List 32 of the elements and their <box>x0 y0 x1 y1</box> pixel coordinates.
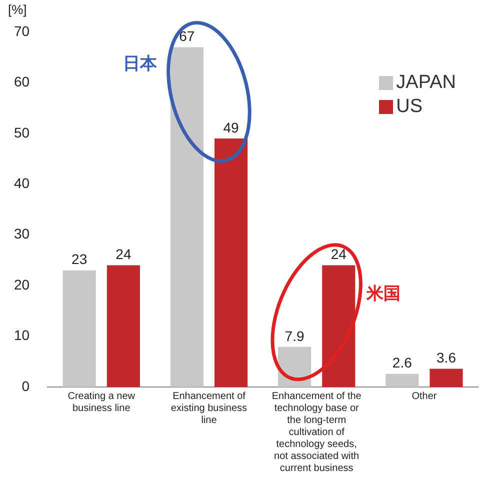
data-label: 67 <box>179 28 195 44</box>
bar <box>62 270 96 387</box>
data-label: 23 <box>72 251 88 268</box>
data-label: 24 <box>330 246 347 262</box>
y-tick-label: 30 <box>14 226 30 242</box>
x-tick-label: Creating a new business line <box>68 390 136 414</box>
y-tick-label: 50 <box>14 124 30 140</box>
annotation: 日本 <box>122 52 157 75</box>
bar <box>170 47 204 387</box>
y-axis-title: [%] <box>8 2 27 18</box>
data-label: 2.6 <box>392 354 412 371</box>
y-tick-label: 20 <box>14 276 30 292</box>
data-label: 24 <box>116 246 132 262</box>
bar <box>214 138 248 387</box>
bar <box>106 265 140 387</box>
y-tick-label: 0 <box>22 378 30 394</box>
y-tick-label: 60 <box>14 74 30 90</box>
legend-label: JAPAN <box>396 72 456 94</box>
y-tick-label: 40 <box>14 175 30 191</box>
annotation: 米国 <box>366 283 401 306</box>
legend-label: US <box>396 96 423 118</box>
bar <box>386 374 419 387</box>
x-tick-label: Enhancement of the technology base or the long-term cultivation of technology seeds, not associated with current business <box>272 390 362 474</box>
data-label: 49 <box>223 119 240 136</box>
bar <box>430 368 463 387</box>
data-label: 3.6 <box>436 350 456 366</box>
y-tick-label: 10 <box>14 327 30 344</box>
y-tick-label: 70 <box>14 22 30 39</box>
x-tick-label: Enhancement of existing business line <box>170 390 248 426</box>
bar <box>322 265 356 387</box>
x-tick-label: Other <box>412 390 438 402</box>
data-label: 7.9 <box>284 328 304 344</box>
